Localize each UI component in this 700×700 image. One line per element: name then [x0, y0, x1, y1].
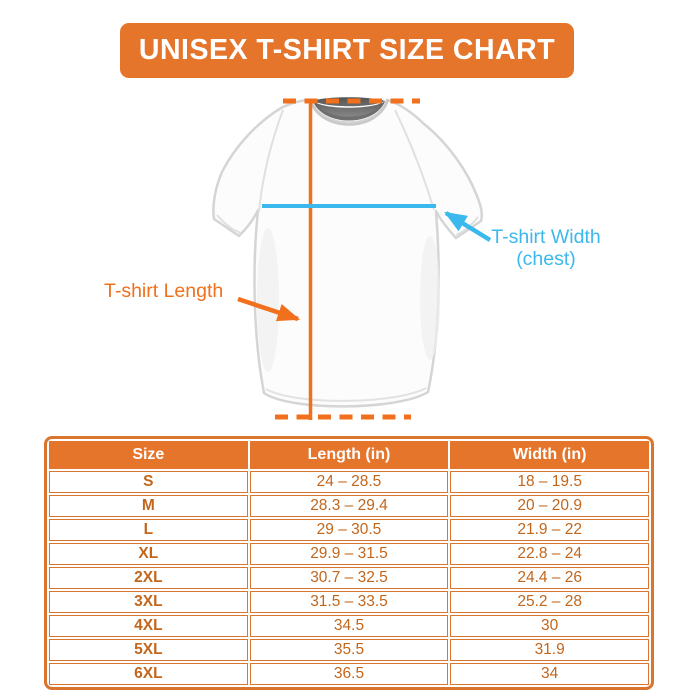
table-row: L 29 – 30.5 21.9 – 22	[49, 519, 649, 541]
title-banner: UNISEX T-SHIRT SIZE CHART	[120, 23, 574, 78]
table-row: 3XL 31.5 – 33.5 25.2 – 28	[49, 591, 649, 613]
table-row: 2XL 30.7 – 32.5 24.4 – 26	[49, 567, 649, 589]
size-value: 4XL	[49, 615, 248, 637]
length-value: 31.5 – 33.5	[249, 591, 449, 613]
tshirt-illustration	[212, 97, 484, 408]
width-value: 31.9	[450, 639, 649, 661]
left-cuff-seam	[216, 214, 242, 234]
length-value: 29 – 30.5	[249, 519, 449, 541]
size-value: S	[49, 471, 248, 493]
size-value: L	[49, 519, 248, 541]
length-arrow	[237, 296, 301, 322]
size-table: Size Length (in) Width (in) S 24 – 28.5 …	[47, 439, 651, 687]
table-row: M 28.3 – 29.4 20 – 20.9	[49, 495, 649, 517]
width-value: 21.9 – 22	[450, 519, 649, 541]
table-row: 5XL 35.5 31.9	[49, 639, 649, 661]
table-row: 6XL 36.5 34	[49, 663, 649, 685]
size-value: XL	[49, 543, 248, 565]
size-value: 3XL	[49, 591, 248, 613]
table-row: S 24 – 28.5 18 – 19.5	[49, 471, 649, 493]
length-value: 34.5	[249, 615, 449, 637]
size-table-container: Size Length (in) Width (in) S 24 – 28.5 …	[44, 436, 654, 690]
size-value: 2XL	[49, 567, 248, 589]
collar-rim	[308, 98, 390, 126]
size-value: 5XL	[49, 639, 248, 661]
tshirt-body	[212, 98, 484, 408]
right-body-shading	[420, 236, 440, 360]
left-body-shading	[257, 228, 279, 372]
table-header-row: Size Length (in) Width (in)	[49, 441, 649, 469]
page-title: UNISEX T-SHIRT SIZE CHART	[138, 34, 556, 66]
width-value: 34	[450, 663, 649, 685]
size-value: M	[49, 495, 248, 517]
left-armhole-seam	[258, 109, 284, 213]
length-value: 29.9 – 31.5	[249, 543, 449, 565]
length-value: 35.5	[249, 639, 449, 661]
width-value: 24.4 – 26	[450, 567, 649, 589]
width-value: 25.2 – 28	[450, 591, 649, 613]
right-armhole-seam	[394, 109, 435, 211]
length-value: 30.7 – 32.5	[249, 567, 449, 589]
column-header-length: Length (in)	[249, 441, 449, 469]
width-label: T-shirt Width (chest)	[480, 226, 612, 270]
length-value: 36.5	[249, 663, 449, 685]
width-value: 30	[450, 615, 649, 637]
measurement-annotations	[237, 98, 492, 420]
length-label: T-shirt Length	[104, 280, 224, 302]
length-value: 24 – 28.5	[249, 471, 449, 493]
collar-inner-shadow	[313, 101, 385, 121]
width-label-line1: T-shirt Width	[491, 226, 601, 248]
length-value: 28.3 – 29.4	[249, 495, 449, 517]
width-label-line2: (chest)	[516, 248, 576, 270]
width-value: 18 – 19.5	[450, 471, 649, 493]
table-row: XL 29.9 – 31.5 22.8 – 24	[49, 543, 649, 565]
width-value: 22.8 – 24	[450, 543, 649, 565]
column-header-width: Width (in)	[450, 441, 649, 469]
table-row: 4XL 34.5 30	[49, 615, 649, 637]
size-value: 6XL	[49, 663, 248, 685]
column-header-size: Size	[49, 441, 248, 469]
width-value: 20 – 20.9	[450, 495, 649, 517]
width-arrow	[444, 211, 492, 242]
hem-seam	[265, 387, 427, 402]
